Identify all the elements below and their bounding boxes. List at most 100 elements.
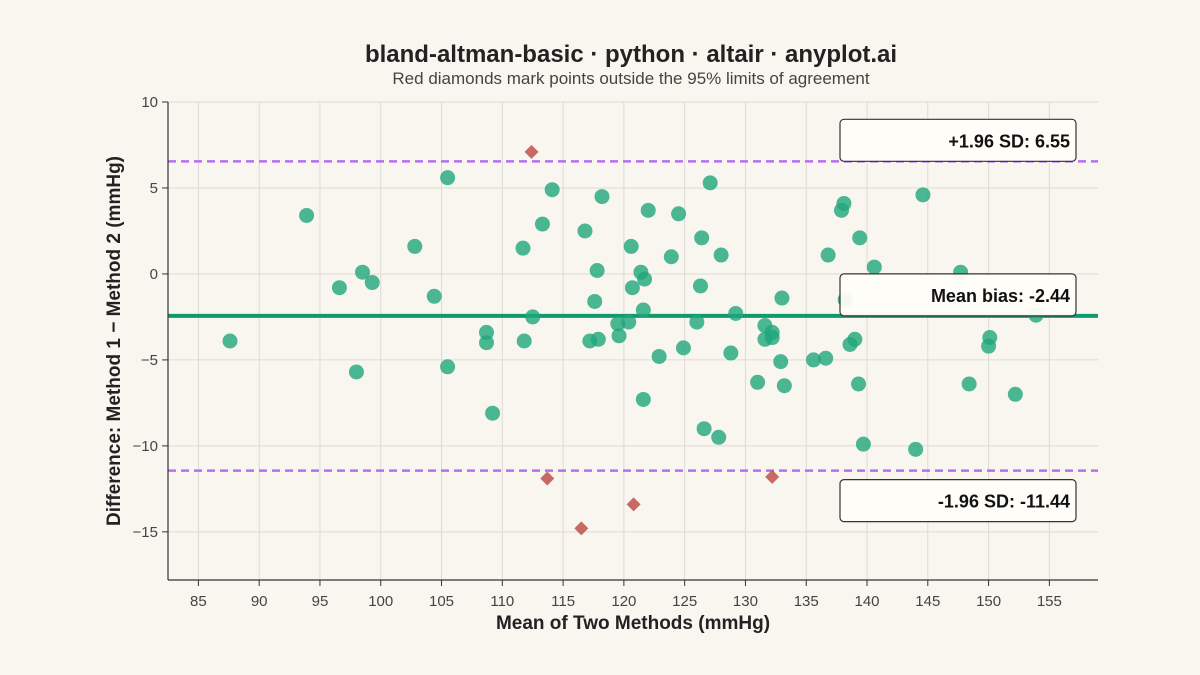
- mean-bias-label-box: [839, 273, 1077, 317]
- x-tick-label: 125: [672, 593, 697, 610]
- data-point: [594, 189, 610, 205]
- outlier-point: [626, 497, 641, 512]
- data-point: [855, 436, 871, 452]
- x-tick-label: 110: [490, 593, 514, 610]
- data-point: [1007, 386, 1023, 402]
- data-point: [590, 331, 606, 347]
- lower-loa-label-text: -1.96 SD: -11.44: [938, 492, 1070, 512]
- data-point: [355, 264, 371, 280]
- data-point: [364, 275, 380, 291]
- data-point: [440, 170, 456, 186]
- data-point: [915, 187, 931, 203]
- x-axis-title: Mean of Two Methods (mmHg): [496, 613, 770, 634]
- x-tick-label: 95: [312, 593, 329, 610]
- data-point: [222, 333, 238, 349]
- data-point: [723, 345, 739, 361]
- x-tick-label: 105: [429, 593, 454, 610]
- data-point: [407, 238, 423, 254]
- data-point: [440, 359, 456, 375]
- data-point: [663, 249, 679, 265]
- data-point: [348, 364, 364, 380]
- data-point: [299, 207, 315, 223]
- data-point: [852, 230, 868, 246]
- y-tick-label: −5: [141, 352, 158, 369]
- data-point: [773, 354, 789, 370]
- upper-loa-label-text: +1.96 SD: 6.55: [948, 131, 1070, 151]
- data-point: [479, 335, 495, 351]
- x-tick-label: 150: [976, 593, 1001, 610]
- y-tick-label: 0: [150, 266, 158, 283]
- data-point: [847, 331, 863, 347]
- data-point: [776, 378, 792, 394]
- data-point: [982, 330, 998, 346]
- data-point: [851, 376, 867, 392]
- data-point: [692, 278, 708, 294]
- data-point: [818, 350, 834, 366]
- data-point: [515, 240, 531, 256]
- outlier-point: [765, 469, 780, 484]
- data-point: [635, 302, 651, 318]
- upper-loa-label-box: [839, 118, 1077, 162]
- y-tick-label: −10: [133, 438, 158, 455]
- x-tick-label: 140: [855, 593, 880, 610]
- data-point: [711, 429, 727, 445]
- chart-title: bland-altman-basic · python · altair · a…: [365, 41, 897, 68]
- data-point: [764, 330, 780, 346]
- data-point: [525, 309, 541, 325]
- data-point: [689, 314, 705, 330]
- data-point: [675, 340, 691, 356]
- data-point: [806, 352, 822, 368]
- x-tick-label: 145: [915, 593, 940, 610]
- data-point: [640, 202, 656, 218]
- x-tick-label: 85: [190, 593, 207, 610]
- data-point: [534, 216, 550, 232]
- data-point: [961, 376, 977, 392]
- x-tick-label: 90: [251, 593, 268, 610]
- data-point: [623, 238, 639, 254]
- data-point: [589, 263, 605, 279]
- lower-loa-label-box: [839, 479, 1077, 523]
- data-point: [544, 182, 560, 198]
- data-point: [702, 175, 718, 191]
- y-axis-title: Difference: Method 1 − Method 2 (mmHg): [104, 156, 125, 526]
- y-tick-label: −15: [133, 524, 158, 541]
- x-tick-label: 130: [733, 593, 758, 610]
- data-point: [611, 328, 627, 344]
- x-tick-label: 135: [794, 593, 819, 610]
- outlier-point: [524, 144, 539, 159]
- data-point: [820, 247, 836, 263]
- data-point: [694, 230, 710, 246]
- data-point: [908, 441, 924, 457]
- data-point: [624, 280, 640, 296]
- outlier-point: [574, 521, 589, 536]
- data-point: [516, 333, 532, 349]
- x-tick-label: 120: [611, 593, 636, 610]
- x-tick-label: 100: [368, 593, 393, 610]
- data-point: [485, 405, 501, 421]
- reference-labels: +1.96 SD: 6.55 Mean bias: -2.44 -1.96 SD: …: [839, 118, 1077, 523]
- data-point: [426, 288, 442, 304]
- data-point: [637, 271, 653, 287]
- y-tick-label: 5: [150, 180, 158, 197]
- data-point: [479, 324, 495, 340]
- data-point: [577, 223, 593, 239]
- data-point: [728, 305, 744, 321]
- x-tick-label: 155: [1037, 593, 1062, 610]
- data-point: [331, 280, 347, 296]
- data-point: [774, 290, 790, 306]
- data-point: [750, 374, 766, 390]
- data-point: [713, 247, 729, 263]
- chart-subtitle: Red diamonds mark points outside the 95%…: [392, 69, 869, 88]
- data-point: [836, 195, 852, 211]
- data-point: [651, 348, 667, 364]
- data-points: [222, 144, 1044, 536]
- data-point: [587, 293, 603, 309]
- mean-bias-label-text: Mean bias: -2.44: [931, 286, 1070, 306]
- data-point: [635, 391, 651, 407]
- axes: 85 90 95 100 105 110 115 120 125 130 135 140 145 150 1…: [133, 94, 1098, 610]
- data-point: [671, 206, 687, 222]
- y-tick-label: 10: [141, 94, 158, 111]
- data-point: [621, 314, 637, 330]
- outlier-point: [540, 471, 555, 486]
